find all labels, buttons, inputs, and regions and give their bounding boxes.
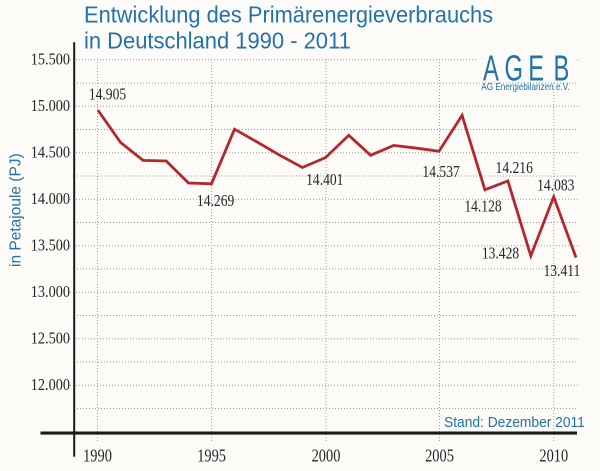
svg-text:B: B — [554, 48, 570, 88]
svg-text:13.500: 13.500 — [31, 236, 70, 254]
svg-text:G: G — [505, 48, 523, 88]
svg-text:14.216: 14.216 — [496, 159, 534, 178]
svg-text:12.000: 12.000 — [31, 376, 70, 394]
svg-text:2005: 2005 — [425, 445, 454, 466]
svg-text:AG Energiebilanzen e.V.: AG Energiebilanzen e.V. — [481, 81, 569, 92]
svg-text:E: E — [528, 48, 544, 88]
svg-text:2010: 2010 — [539, 445, 568, 466]
svg-text:in Petajoule (PJ): in Petajoule (PJ) — [8, 153, 25, 267]
svg-text:in Deutschland 1990 - 2011: in Deutschland 1990 - 2011 — [84, 28, 351, 54]
svg-text:1990: 1990 — [83, 445, 112, 466]
svg-text:13.411: 13.411 — [543, 262, 580, 281]
svg-text:14.401: 14.401 — [306, 171, 343, 190]
svg-text:12.500: 12.500 — [31, 329, 70, 347]
svg-text:Stand: Dezember 2011: Stand: Dezember 2011 — [444, 415, 585, 432]
svg-text:13.000: 13.000 — [31, 283, 70, 301]
svg-text:14.000: 14.000 — [31, 190, 70, 208]
svg-text:14.537: 14.537 — [422, 162, 460, 181]
svg-text:13.428: 13.428 — [482, 244, 520, 263]
svg-text:15.000: 15.000 — [31, 97, 70, 115]
svg-text:A: A — [483, 48, 499, 88]
svg-text:14.269: 14.269 — [197, 192, 235, 211]
svg-text:14.500: 14.500 — [31, 143, 70, 161]
svg-text:2000: 2000 — [312, 445, 341, 466]
svg-text:Entwicklung des Primärenergiev: Entwicklung des Primärenergieverbrauchs — [84, 2, 493, 28]
svg-text:15.500: 15.500 — [31, 50, 70, 68]
svg-text:14.128: 14.128 — [464, 197, 502, 216]
svg-text:14.905: 14.905 — [89, 85, 127, 104]
svg-text:1995: 1995 — [197, 445, 226, 466]
svg-text:14.083: 14.083 — [537, 176, 575, 195]
